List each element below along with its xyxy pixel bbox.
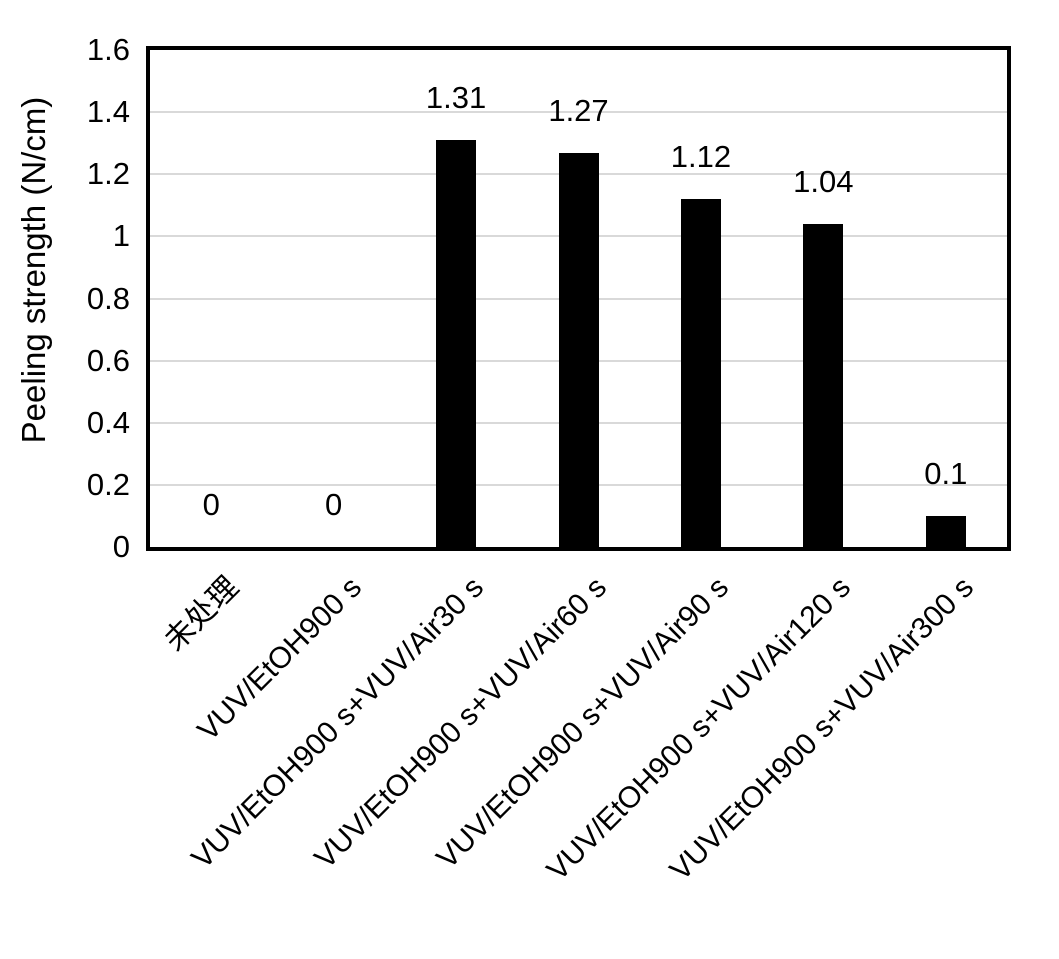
bar [680, 199, 721, 547]
y-tick-label: 1 [112, 218, 130, 254]
bar [436, 140, 477, 547]
bar-value-label: 1.31 [425, 80, 487, 115]
bar-value-label: 1.04 [793, 164, 854, 199]
y-tick-label: 1.4 [86, 94, 130, 130]
bar-value-label: 0.1 [924, 456, 968, 491]
bar-value-label: 1.12 [670, 139, 732, 174]
bar [925, 516, 966, 547]
y-tick-label: 0.6 [86, 342, 130, 378]
bar-value-label: 0 [202, 487, 220, 522]
bar-value-label: 0 [325, 487, 343, 522]
y-tick-label: 1.2 [86, 156, 130, 192]
bar [558, 153, 599, 547]
plot-area: 0 0 1.31 1.27 1.12 1.04 0.1 [146, 46, 1011, 551]
y-tick-label: 0.4 [86, 404, 130, 440]
bar-value-label: 1.27 [548, 93, 609, 128]
bar [803, 224, 844, 547]
gridline [150, 111, 1007, 114]
y-tick-label: 0.8 [86, 280, 130, 316]
y-tick-label: 0.2 [86, 466, 130, 502]
y-tick-label: 1.6 [86, 32, 130, 67]
y-tick-label: 0 [112, 529, 130, 564]
